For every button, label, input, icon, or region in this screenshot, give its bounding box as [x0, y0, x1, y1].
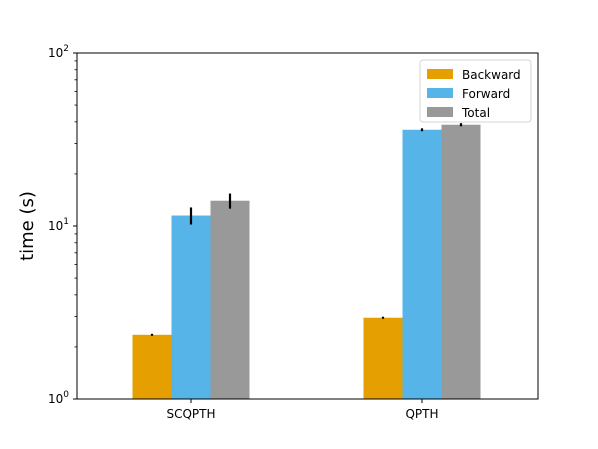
bar-total-qpth: [441, 124, 481, 399]
errorbars-layer: [150, 123, 463, 336]
bar-backward-scqpth: [132, 334, 172, 399]
legend-label-total: Total: [461, 106, 490, 120]
legend-label-backward: Backward: [462, 68, 521, 82]
legend-swatch-total: [427, 107, 453, 117]
bar-total-scqpth: [210, 200, 250, 399]
x-tick-label: QPTH: [405, 407, 438, 421]
x-ticks: SCQPTH QPTH: [166, 399, 439, 421]
y-ticks: 100 101 102: [48, 44, 77, 406]
y-tick-label: 102: [48, 44, 69, 60]
y-axis-label: time (s): [17, 191, 38, 261]
y-tick-label: 100: [48, 390, 69, 406]
x-tick-label: SCQPTH: [166, 407, 215, 421]
bar-forward-qpth: [402, 129, 442, 399]
bars-layer: [132, 124, 481, 399]
bar-forward-scqpth: [171, 215, 211, 399]
legend-label-forward: Forward: [462, 87, 510, 101]
y-tick-label: 101: [48, 217, 69, 233]
legend-swatch-forward: [427, 88, 453, 98]
legend: Backward Forward Total: [419, 59, 532, 123]
bar-backward-qpth: [363, 317, 403, 399]
legend-swatch-backward: [427, 69, 453, 79]
